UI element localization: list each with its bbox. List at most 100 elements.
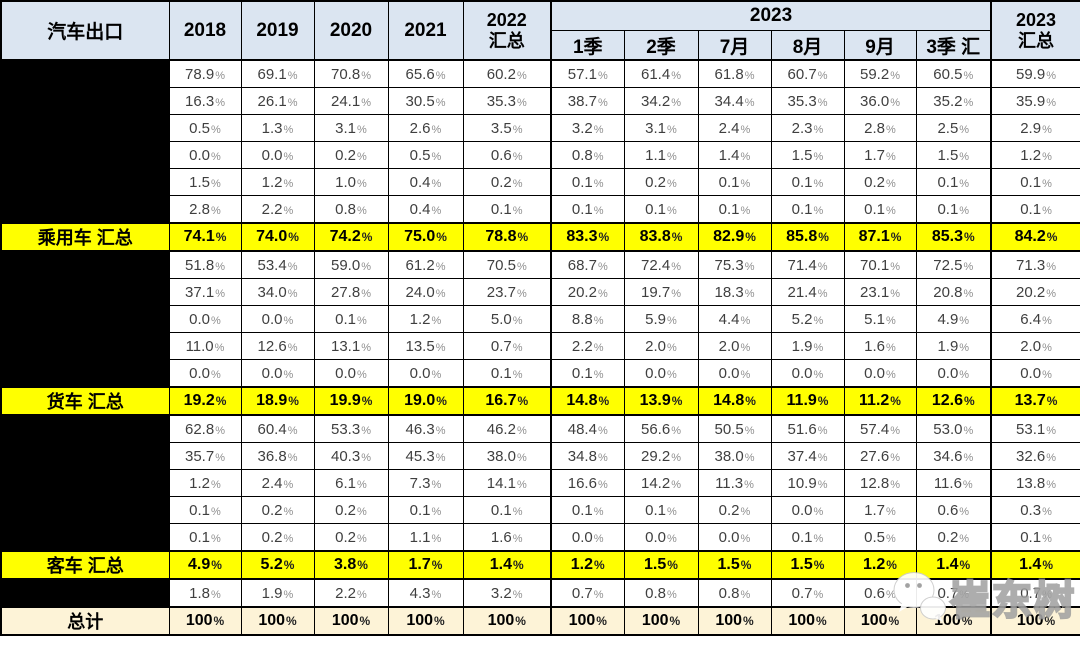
table-row: 11.0% 12.6% 13.1% 13.5% 0.7% 2.2% 2.0% 2.0% 1.9%… bbox=[0, 332, 1080, 360]
table-cell: 2.4% bbox=[697, 114, 772, 142]
table-cell: 1.5% bbox=[623, 550, 699, 580]
table-cell: 35.2% bbox=[915, 87, 992, 115]
table-cell: 7.3% bbox=[387, 469, 464, 497]
table-row: 0.0% 0.0% 0.2% 0.5% 0.6% 0.8% 1.1% 1.4% 1.5% 1.7%… bbox=[0, 141, 1080, 169]
table-cell: 13.7% bbox=[990, 386, 1080, 416]
row-label-redacted bbox=[0, 496, 170, 524]
row-label-redacted bbox=[0, 442, 170, 470]
table-cell: 38.7% bbox=[550, 87, 625, 115]
table-row: 总计 100% 100% 100% 100% 100% 100% 100% 100% 100% 10… bbox=[0, 606, 1080, 636]
table-cell: 0.1% bbox=[550, 168, 625, 196]
table-cell: 27.6% bbox=[843, 442, 917, 470]
col-header-2022-line1: 2022 bbox=[486, 9, 527, 30]
col-header-2023-line1: 2023 bbox=[1016, 9, 1057, 30]
col-header-aug: 8月 bbox=[770, 30, 845, 61]
table-cell: 0.2% bbox=[623, 168, 699, 196]
table-cell: 100% bbox=[387, 606, 464, 636]
table-cell: 11.6% bbox=[915, 469, 992, 497]
table-cell: 29.2% bbox=[623, 442, 699, 470]
table-cell: 37.1% bbox=[168, 278, 242, 306]
col-header-q2: 2季 bbox=[623, 30, 699, 61]
table-cell: 1.4% bbox=[697, 141, 772, 169]
table-header: 汽车出口 2018 2019 2020 2021 2022 汇总 2023 20… bbox=[0, 0, 1080, 61]
table-cell: 72.4% bbox=[623, 250, 699, 279]
table-row: 35.7% 36.8% 40.3% 45.3% 38.0% 34.8% 29.2% 38.0%… bbox=[0, 442, 1080, 470]
table-cell: 19.9% bbox=[313, 386, 389, 416]
table-cell: 11.2% bbox=[843, 386, 917, 416]
table-cell: 46.3% bbox=[387, 414, 464, 443]
table-cell: 2.5% bbox=[915, 114, 992, 142]
table-cell: 100% bbox=[843, 606, 917, 636]
row-label-redacted bbox=[0, 359, 170, 388]
table-cell: 0.0% bbox=[623, 523, 699, 552]
table-cell: 32.6% bbox=[990, 442, 1080, 470]
table-cell: 100% bbox=[462, 606, 552, 636]
table-row: 0.5% 1.3% 3.1% 2.6% 3.5% 3.2% 3.1% 2.4% 2.3% 2.8%… bbox=[0, 114, 1080, 142]
table-cell: 74.1% bbox=[168, 222, 242, 252]
col-header-2022-line2: 汇总 bbox=[488, 30, 525, 51]
table-cell: 1.8% bbox=[168, 578, 242, 608]
table-cell: 69.1% bbox=[240, 59, 315, 88]
table-cell: 1.2% bbox=[387, 305, 464, 333]
table-cell: 0.2% bbox=[843, 168, 917, 196]
table-row: 1.8% 1.9% 2.2% 4.3% 3.2% 0.7% 0.8% 0.8% 0.7% 0.6%… bbox=[0, 578, 1080, 608]
table-cell: 34.0% bbox=[240, 278, 315, 306]
table-cell: 1.6% bbox=[462, 523, 552, 552]
table-cell: 16.3% bbox=[168, 87, 242, 115]
table-cell: 0.0% bbox=[240, 305, 315, 333]
table-cell: 2.0% bbox=[623, 332, 699, 360]
table-cell: 13.9% bbox=[623, 386, 699, 416]
table-cell: 62.8% bbox=[168, 414, 242, 443]
table-cell: 0.2% bbox=[313, 141, 389, 169]
table-cell: 85.8% bbox=[770, 222, 845, 252]
table-row: 客车 汇总 4.9% 5.2% 3.8% 1.7% 1.4% 1.2% 1.5% 1.5% 1.5… bbox=[0, 550, 1080, 580]
table-cell: 0.1% bbox=[462, 195, 552, 224]
table-cell: 3.2% bbox=[550, 114, 625, 142]
table-row: 51.8% 53.4% 59.0% 61.2% 70.5% 68.7% 72.4% 75.3%… bbox=[0, 250, 1080, 279]
table-cell: 100% bbox=[697, 606, 772, 636]
table-cell: 18.9% bbox=[240, 386, 315, 416]
table-cell: 34.6% bbox=[915, 442, 992, 470]
table-cell: 0.0% bbox=[990, 359, 1080, 388]
table-cell: 0.0% bbox=[843, 359, 917, 388]
table-cell: 3.1% bbox=[313, 114, 389, 142]
table-cell: 2.0% bbox=[990, 332, 1080, 360]
table-row: 1.2% 2.4% 6.1% 7.3% 14.1% 16.6% 14.2% 11.3% 10.9… bbox=[0, 469, 1080, 497]
table-cell: 1.6% bbox=[843, 332, 917, 360]
table-cell: 0.8% bbox=[550, 141, 625, 169]
table-cell: 1.2% bbox=[990, 141, 1080, 169]
table-cell: 0.0% bbox=[240, 141, 315, 169]
table-cell: 0.0% bbox=[623, 359, 699, 388]
table-cell: 23.7% bbox=[462, 278, 552, 306]
table-cell: 0.1% bbox=[990, 523, 1080, 552]
table-cell: 0.1% bbox=[623, 195, 699, 224]
table-cell: 0.0% bbox=[168, 359, 242, 388]
table-cell: 78.8% bbox=[462, 222, 552, 252]
table-row: 1.5% 1.2% 1.0% 0.4% 0.2% 0.1% 0.2% 0.1% 0.1% 0.2%… bbox=[0, 168, 1080, 196]
table-cell: 5.2% bbox=[770, 305, 845, 333]
table-cell: 57.1% bbox=[550, 59, 625, 88]
table-cell: 14.8% bbox=[550, 386, 625, 416]
table-cell: 34.8% bbox=[550, 442, 625, 470]
table-cell: 75.0% bbox=[387, 222, 464, 252]
table-cell: 6.4% bbox=[990, 305, 1080, 333]
table-cell: 71.4% bbox=[770, 250, 845, 279]
table-cell: 1.9% bbox=[770, 332, 845, 360]
table-cell: 0.1% bbox=[915, 195, 992, 224]
table-cell: 38.0% bbox=[697, 442, 772, 470]
col-header-q3: 3季 汇 bbox=[915, 30, 992, 61]
table-cell: 0.0% bbox=[697, 359, 772, 388]
table-cell: 60.7% bbox=[770, 59, 845, 88]
row-label-redacted bbox=[0, 469, 170, 497]
table-cell: 78.9% bbox=[168, 59, 242, 88]
table-cell: 100% bbox=[240, 606, 315, 636]
table-row: 0.0% 0.0% 0.0% 0.0% 0.1% 0.1% 0.0% 0.0% 0.0% 0.0%… bbox=[0, 359, 1080, 388]
table-cell: 0.1% bbox=[770, 195, 845, 224]
table-cell: 3.8% bbox=[313, 550, 389, 580]
table-cell: 4.9% bbox=[168, 550, 242, 580]
table-cell: 3.5% bbox=[462, 114, 552, 142]
table-cell: 2.9% bbox=[990, 114, 1080, 142]
table-row: 16.3% 26.1% 24.1% 30.5% 35.3% 38.7% 34.2% 34.4%… bbox=[0, 87, 1080, 115]
table-cell: 14.1% bbox=[462, 469, 552, 497]
table-cell: 70.1% bbox=[843, 250, 917, 279]
